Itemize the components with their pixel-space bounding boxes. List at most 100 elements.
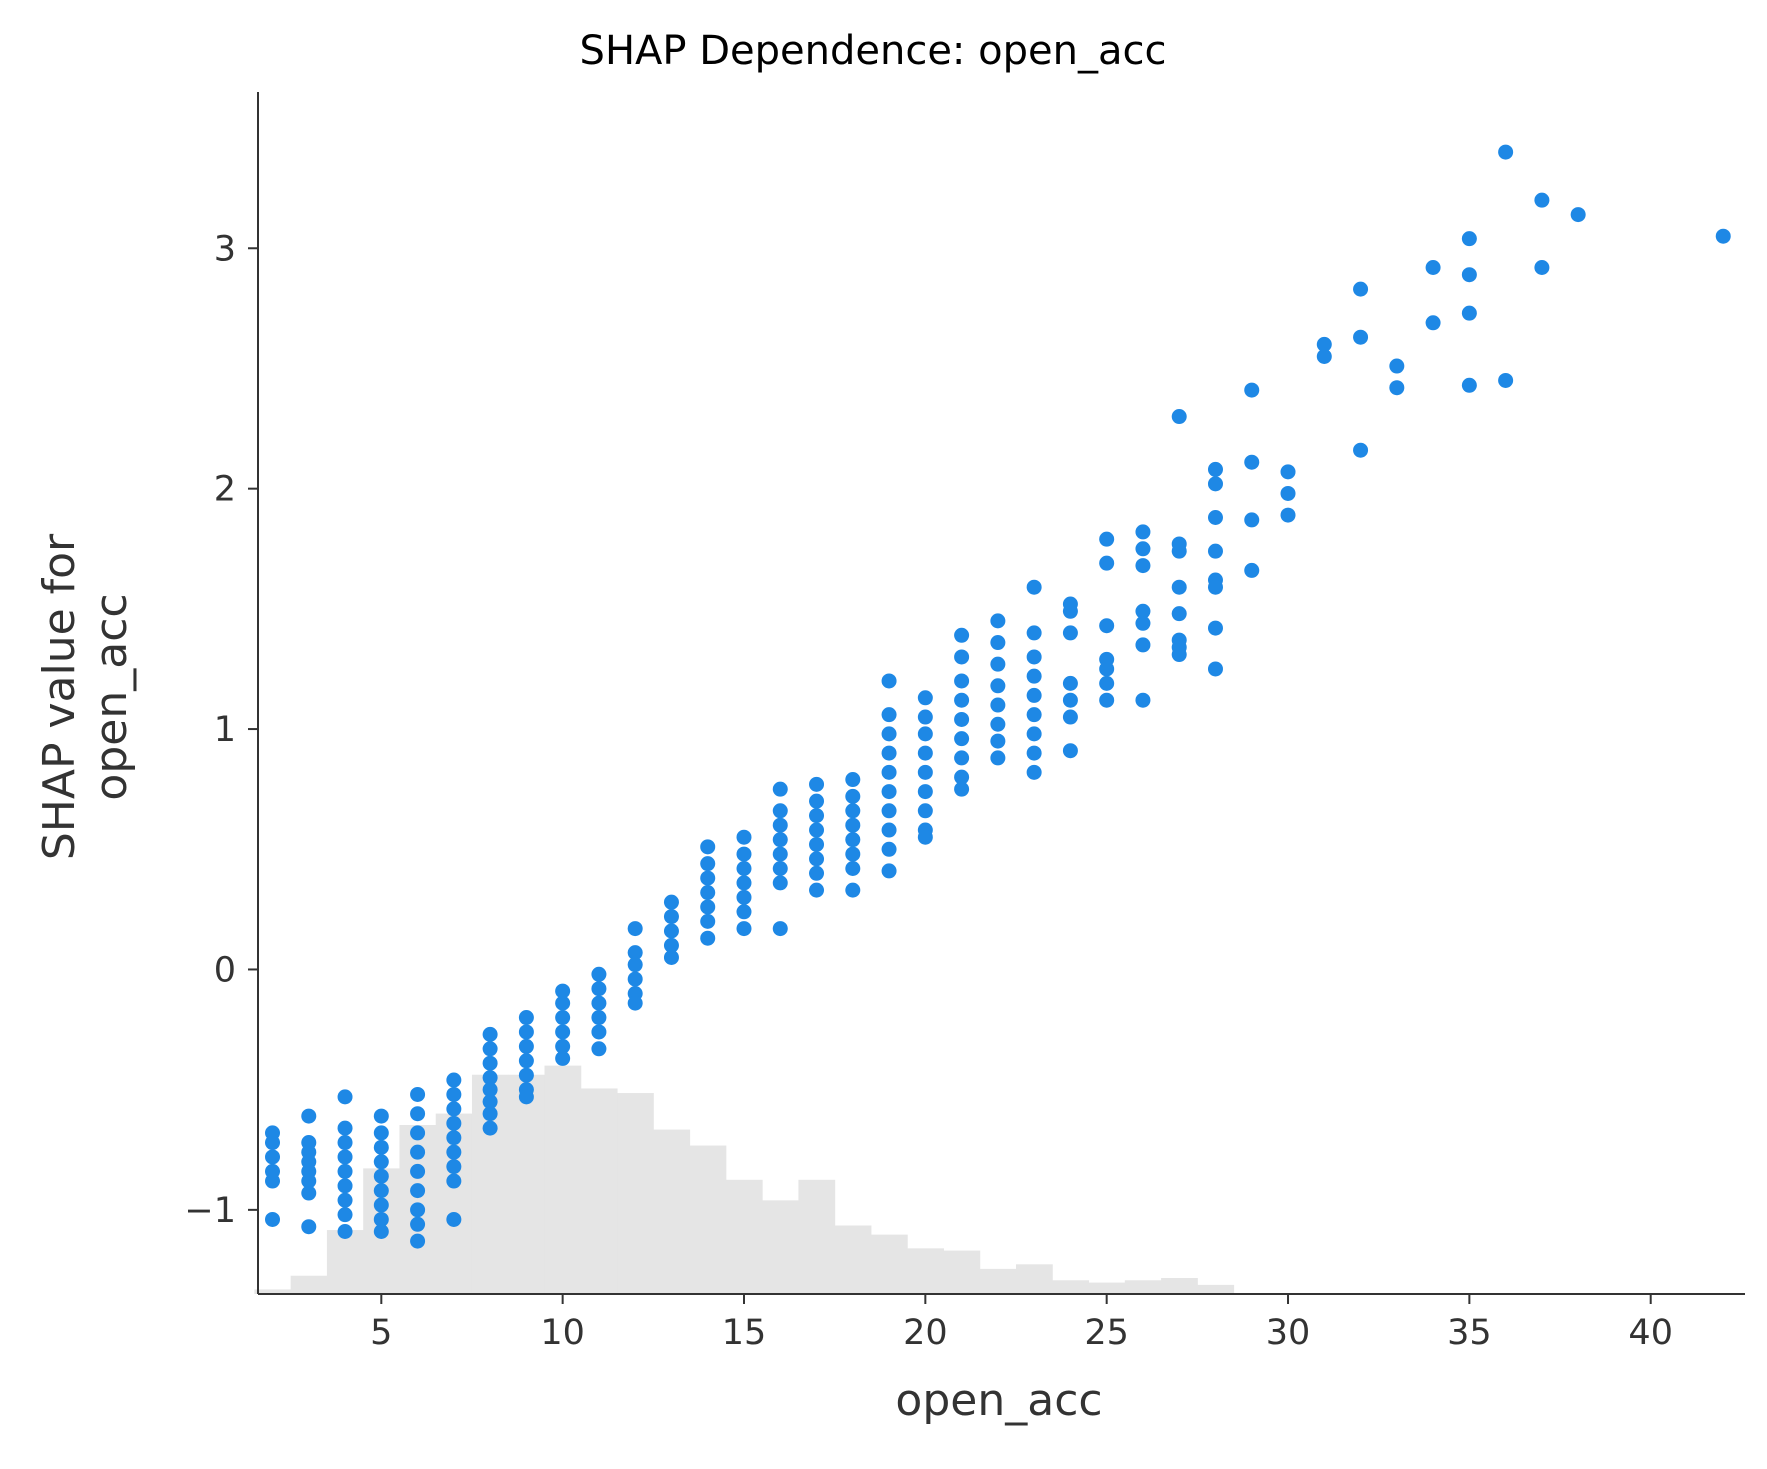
scatter-point xyxy=(446,1144,462,1160)
scatter-point xyxy=(1425,315,1441,331)
y-tick-label: 0 xyxy=(214,950,236,990)
scatter-point xyxy=(373,1168,389,1184)
scatter-point xyxy=(954,673,970,689)
histogram-bar xyxy=(1016,1264,1053,1294)
scatter-point xyxy=(555,995,571,1011)
scatter-point xyxy=(1244,512,1260,528)
scatter-point xyxy=(736,829,752,845)
scatter-point xyxy=(373,1125,389,1141)
scatter-point xyxy=(1099,692,1115,708)
scatter-point xyxy=(482,1026,498,1042)
histogram-bar xyxy=(326,1230,364,1294)
scatter-point xyxy=(663,949,679,965)
scatter-point xyxy=(809,851,825,867)
scatter-point xyxy=(881,673,897,689)
scatter-point xyxy=(482,1055,498,1071)
scatter-point xyxy=(1316,348,1332,364)
scatter-point xyxy=(954,627,970,643)
scatter-point xyxy=(555,983,571,999)
histogram-bar xyxy=(617,1093,654,1294)
scatter-point xyxy=(301,1219,317,1235)
scatter-point xyxy=(1353,281,1369,297)
scatter-point xyxy=(591,1041,607,1057)
scatter-point xyxy=(845,817,861,833)
scatter-point xyxy=(772,921,788,937)
scatter-point xyxy=(337,1223,353,1239)
scatter-point xyxy=(337,1207,353,1223)
scatter-point xyxy=(446,1086,462,1102)
scatter-point xyxy=(1026,579,1042,595)
scatter-point xyxy=(1389,358,1405,374)
scatter-point xyxy=(627,921,643,937)
scatter-point xyxy=(1244,562,1260,578)
scatter-point xyxy=(1135,637,1151,653)
scatter-point xyxy=(446,1211,462,1227)
scatter-point xyxy=(627,995,643,1011)
scatter-point xyxy=(1207,510,1223,526)
scatter-point xyxy=(772,860,788,876)
scatter-point xyxy=(373,1139,389,1155)
x-tick-label: 15 xyxy=(722,1313,767,1353)
scatter-point xyxy=(446,1101,462,1117)
scatter-point xyxy=(518,1010,534,1026)
histogram-bar xyxy=(508,1074,546,1294)
scatter-point xyxy=(1498,144,1514,160)
scatter-point xyxy=(1207,543,1223,559)
scatter-point xyxy=(736,860,752,876)
scatter-point xyxy=(700,870,716,886)
x-tick-label: 35 xyxy=(1447,1313,1492,1353)
scatter-point xyxy=(700,913,716,929)
scatter-point xyxy=(736,921,752,937)
x-tick-label: 40 xyxy=(1628,1313,1673,1353)
scatter-point xyxy=(1353,329,1369,345)
scatter-point xyxy=(373,1183,389,1199)
scatter-point xyxy=(845,860,861,876)
scatter-point xyxy=(954,711,970,727)
scatter-point xyxy=(772,817,788,833)
scatter-point xyxy=(1425,259,1441,275)
scatter-point xyxy=(337,1192,353,1208)
scatter-point xyxy=(954,692,970,708)
scatter-point xyxy=(663,923,679,939)
scatter-point xyxy=(555,1010,571,1026)
scatter-point xyxy=(1316,336,1332,352)
scatter-point xyxy=(809,793,825,809)
scatter-point xyxy=(845,882,861,898)
scatter-point xyxy=(809,808,825,824)
scatter-point xyxy=(410,1233,426,1249)
scatter-point xyxy=(265,1211,281,1227)
scatter-point xyxy=(482,1094,498,1110)
scatter-point xyxy=(555,1050,571,1066)
y-axis-title-line-2: open_acc xyxy=(86,593,137,800)
scatter-point xyxy=(1353,442,1369,458)
scatter-point xyxy=(1244,454,1260,470)
scatter-point xyxy=(373,1108,389,1124)
scatter-point xyxy=(265,1173,281,1189)
histogram-bar xyxy=(544,1065,582,1294)
scatter-point xyxy=(518,1067,534,1083)
scatter-point xyxy=(881,822,897,838)
scatter-point xyxy=(1461,231,1477,247)
scatter-point xyxy=(700,839,716,855)
scatter-point xyxy=(337,1120,353,1136)
scatter-point xyxy=(954,649,970,665)
scatter-point xyxy=(1171,543,1187,559)
scatter-point xyxy=(555,1038,571,1054)
scatter-point xyxy=(337,1163,353,1179)
scatter-point xyxy=(591,981,607,997)
x-tick-label: 10 xyxy=(540,1313,585,1353)
scatter-point xyxy=(1026,668,1042,684)
scatter-point xyxy=(990,733,1006,749)
y-tick-label: 1 xyxy=(214,710,236,750)
x-tick-label: 20 xyxy=(903,1313,948,1353)
scatter-point xyxy=(917,745,933,761)
scatter-point xyxy=(1171,606,1187,622)
scatter-point xyxy=(1280,464,1296,480)
scatter-point xyxy=(446,1072,462,1088)
scatter-point xyxy=(1498,372,1514,388)
scatter-point xyxy=(1026,649,1042,665)
scatter-point xyxy=(1461,267,1477,283)
y-tick-label: −1 xyxy=(184,1191,236,1231)
